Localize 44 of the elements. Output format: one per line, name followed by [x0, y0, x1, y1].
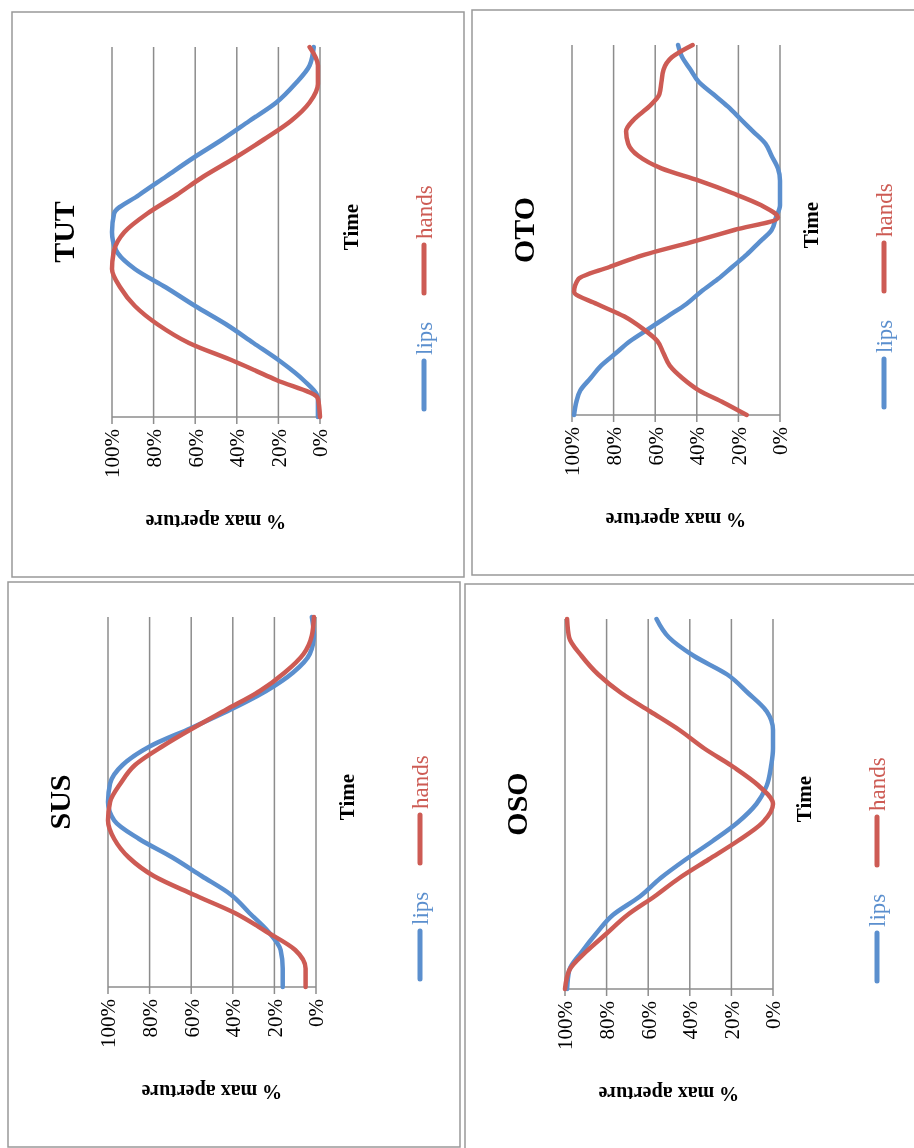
x-tick-label: 80% [141, 429, 166, 468]
x-tick-label: 80% [601, 427, 626, 466]
x-tick-label: 60% [643, 427, 668, 466]
x-tick-label: 0% [308, 429, 333, 457]
x-axis-title: % max aperture [145, 510, 287, 533]
x-tick-label: 20% [719, 1001, 744, 1040]
x-tick-label: 80% [594, 1001, 619, 1040]
x-tick-label: 80% [137, 999, 162, 1038]
x-tick-label: 20% [266, 429, 291, 468]
text: hands [408, 755, 434, 809]
x-tick-label: 40% [685, 427, 710, 466]
text: OSO [500, 772, 533, 836]
x-tick-label: 60% [183, 429, 208, 468]
x-tick-label: 100% [560, 427, 585, 476]
x-axis-title: % max aperture [605, 508, 747, 531]
x-tick-label: 100% [100, 429, 125, 478]
text: TUT [47, 201, 80, 263]
x-tick-label: 20% [726, 427, 751, 466]
x-tick-label: 0% [768, 427, 793, 455]
text: lips [865, 893, 891, 927]
text: hands [412, 185, 438, 239]
text: lips [872, 319, 898, 353]
y-axis-title: Time [792, 775, 816, 823]
x-tick-label: 100% [553, 1001, 578, 1050]
y-axis-title: Time [339, 203, 363, 251]
x-tick-label: 20% [262, 999, 287, 1038]
x-tick-label: 100% [96, 999, 121, 1048]
x-axis-title: % max aperture [598, 1082, 740, 1105]
x-tick-label: 60% [179, 999, 204, 1038]
text: lips [412, 321, 438, 355]
text: OTO [507, 196, 540, 264]
x-tick-label: 0% [761, 1001, 786, 1029]
y-axis-title: Time [799, 201, 823, 249]
text: hands [872, 183, 898, 237]
x-tick-label: 40% [221, 999, 246, 1038]
y-axis-title: Time [335, 773, 359, 821]
x-tick-label: 40% [225, 429, 250, 468]
x-tick-label: 40% [678, 1001, 703, 1040]
text: SUS [43, 774, 76, 830]
text: hands [865, 757, 891, 811]
text: lips [408, 891, 434, 925]
x-axis-title: % max aperture [141, 1080, 283, 1103]
x-tick-label: 0% [304, 999, 329, 1027]
x-tick-label: 60% [636, 1001, 661, 1040]
